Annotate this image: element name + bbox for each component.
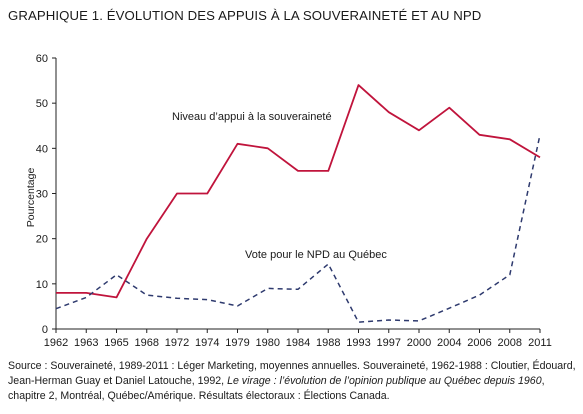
y-tick-label: 0 <box>42 324 48 336</box>
series-label-souverainete: Niveau d’appui à la souveraineté <box>172 111 332 123</box>
x-tick-label: 1963 <box>74 337 98 349</box>
y-tick-label: 50 <box>36 98 48 110</box>
y-axis-title: Pourcentage <box>25 168 37 228</box>
x-tick-label: 1993 <box>346 337 370 349</box>
source-note: Source : Souveraineté, 1989-2011 : Léger… <box>8 359 580 404</box>
source-text-italic: Le virage : l’évolution de l’opinion pub… <box>227 375 542 387</box>
y-tick-label: 60 <box>36 53 48 65</box>
source-text-2: , chapitre 2, Montréal, Québec/Amérique.… <box>8 375 545 402</box>
x-tick-label: 1962 <box>44 337 68 349</box>
x-tick-label: 2000 <box>407 337 431 349</box>
x-tick-label: 2011 <box>528 337 552 349</box>
series-line-souverainete <box>56 84 541 299</box>
series-line-npd <box>55 134 541 323</box>
x-tick-label: 1965 <box>104 337 128 349</box>
x-tick-label: 1979 <box>225 337 249 349</box>
x-tick-label: 1972 <box>165 337 189 349</box>
x-tick-label: 1980 <box>256 337 280 349</box>
source-text-1: Source : Souveraineté, 1989-2011 : Léger… <box>8 360 576 387</box>
chart-series <box>55 84 541 323</box>
y-tick-label: 20 <box>36 234 48 246</box>
x-tick-label: 1988 <box>316 337 340 349</box>
y-tick-label: 30 <box>36 189 48 201</box>
x-tick-label: 1974 <box>195 337 219 349</box>
x-tick-label: 1984 <box>286 337 310 349</box>
x-tick-label: 2008 <box>498 337 522 349</box>
x-tick-label: 2004 <box>437 337 461 349</box>
x-tick-label: 2006 <box>467 337 491 349</box>
x-tick-label: 1997 <box>377 337 401 349</box>
x-tick-label: 1968 <box>135 337 159 349</box>
y-tick-label: 10 <box>36 279 48 291</box>
series-label-npd: Vote pour le NPD au Québec <box>245 249 387 261</box>
chart-title: GRAPHIQUE 1. ÉVOLUTION DES APPUIS À LA S… <box>8 8 482 23</box>
y-tick-label: 40 <box>36 143 48 155</box>
chart-axes: 0 10 20 30 40 50 60 1962 1963 1965 1968 1972 1974 197… <box>25 53 552 349</box>
chart-labels: Niveau d’appui à la souveraineté Vote pou… <box>172 111 387 261</box>
